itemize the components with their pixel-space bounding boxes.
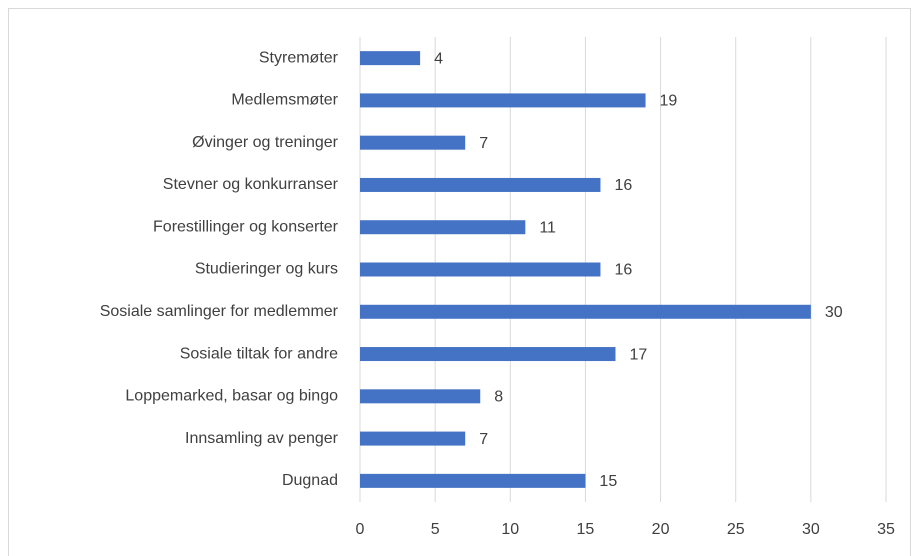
y-tick-label: Sosiale samlinger for medlemmer xyxy=(100,303,339,320)
x-tick-label: 15 xyxy=(577,521,595,538)
data-label: 19 xyxy=(660,93,678,110)
data-label: 16 xyxy=(614,262,632,279)
y-tick-label: Studieringer og kurs xyxy=(195,261,338,278)
x-tick-label: 35 xyxy=(877,521,895,538)
x-tick-label: 5 xyxy=(431,521,440,538)
data-label: 7 xyxy=(479,135,488,152)
data-label: 7 xyxy=(479,431,488,448)
x-tick-label: 30 xyxy=(802,521,820,538)
y-tick-label: Sosiale tiltak for andre xyxy=(180,345,338,362)
bar xyxy=(360,262,601,277)
data-label: 16 xyxy=(614,177,632,194)
bar xyxy=(360,347,616,362)
bar xyxy=(360,135,466,150)
data-label: 4 xyxy=(434,50,443,67)
x-tick-label: 0 xyxy=(356,521,365,538)
data-label: 8 xyxy=(494,389,503,406)
bar xyxy=(360,177,601,192)
bar xyxy=(360,473,586,488)
bar xyxy=(360,389,481,404)
y-tick-label: Dugnad xyxy=(282,472,338,489)
y-tick-label: Øvinger og treninger xyxy=(192,134,339,151)
x-tick-label: 25 xyxy=(727,521,745,538)
y-tick-label: Innsamling av penger xyxy=(185,430,339,447)
bar xyxy=(360,93,646,108)
y-tick-label: Loppemarked, basar og bingo xyxy=(125,388,338,405)
y-tick-label: Styremøter xyxy=(259,49,339,66)
bar xyxy=(360,431,466,446)
y-tick-label: Forestillinger og konserter xyxy=(153,218,339,235)
data-label: 15 xyxy=(599,473,617,490)
data-label: 17 xyxy=(629,346,647,363)
bar xyxy=(360,220,526,235)
x-tick-label: 10 xyxy=(501,521,519,538)
x-tick-label: 20 xyxy=(652,521,670,538)
y-tick-label: Stevner og konkurranser xyxy=(163,176,339,193)
bar xyxy=(360,304,811,319)
y-tick-label: Medlemsmøter xyxy=(231,92,338,109)
bar xyxy=(360,51,421,66)
data-label: 30 xyxy=(825,304,843,321)
data-label: 11 xyxy=(539,219,556,236)
